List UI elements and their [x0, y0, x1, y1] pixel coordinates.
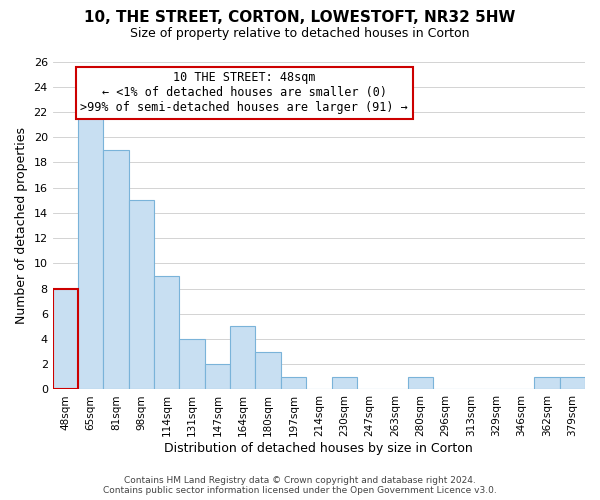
Bar — [281, 377, 306, 390]
Bar — [78, 112, 103, 390]
Bar — [129, 200, 154, 390]
Bar — [53, 288, 78, 390]
Text: Size of property relative to detached houses in Corton: Size of property relative to detached ho… — [130, 28, 470, 40]
Text: 10 THE STREET: 48sqm
← <1% of detached houses are smaller (0)
>99% of semi-detac: 10 THE STREET: 48sqm ← <1% of detached h… — [80, 72, 408, 114]
Bar — [230, 326, 256, 390]
X-axis label: Distribution of detached houses by size in Corton: Distribution of detached houses by size … — [164, 442, 473, 455]
Bar — [332, 377, 357, 390]
Bar — [53, 288, 78, 390]
Bar — [179, 339, 205, 390]
Bar — [256, 352, 281, 390]
Text: Contains HM Land Registry data © Crown copyright and database right 2024.
Contai: Contains HM Land Registry data © Crown c… — [103, 476, 497, 495]
Bar — [407, 377, 433, 390]
Bar — [154, 276, 179, 390]
Y-axis label: Number of detached properties: Number of detached properties — [15, 127, 28, 324]
Bar — [535, 377, 560, 390]
Bar — [103, 150, 129, 390]
Bar — [560, 377, 585, 390]
Bar — [205, 364, 230, 390]
Text: 10, THE STREET, CORTON, LOWESTOFT, NR32 5HW: 10, THE STREET, CORTON, LOWESTOFT, NR32 … — [85, 10, 515, 25]
